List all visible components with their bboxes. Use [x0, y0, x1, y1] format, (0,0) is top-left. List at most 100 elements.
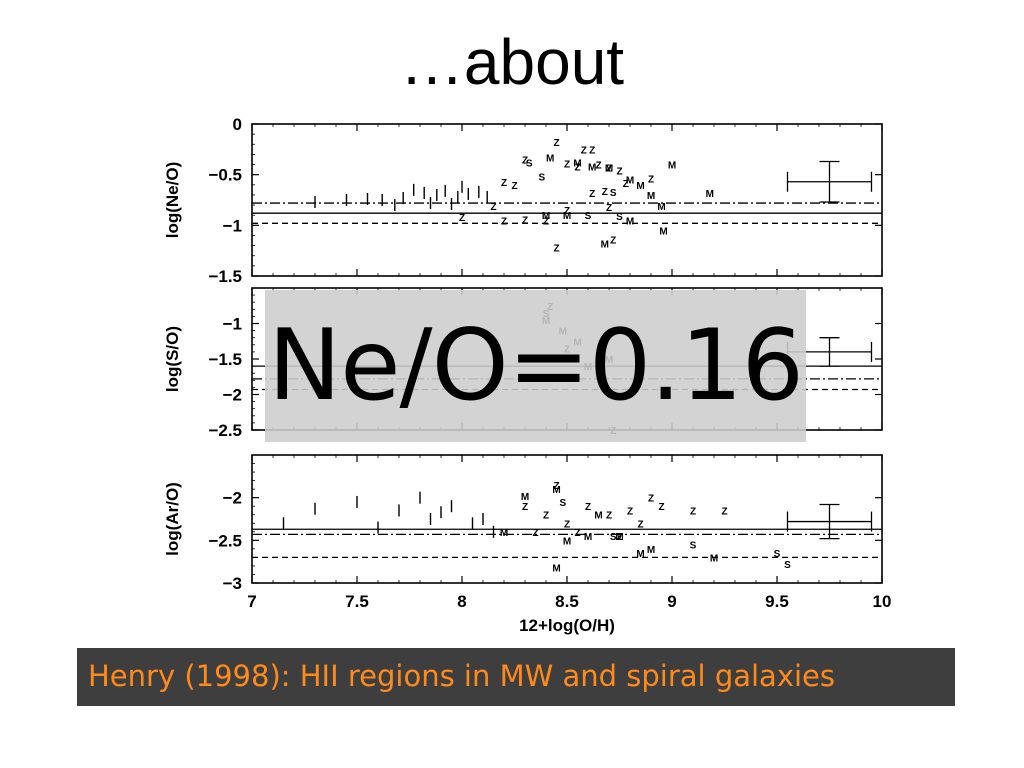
y-axis-label: log(Ar/O) [163, 482, 182, 556]
data-point-S: S [784, 560, 791, 571]
slide-title: …about [399, 26, 625, 98]
data-point-M: M [636, 181, 644, 192]
y-tick-label: −1 [223, 315, 242, 334]
data-point-Z: Z [501, 178, 507, 189]
data-point-Z: Z [574, 528, 580, 539]
data-point-Z: Z [553, 244, 559, 255]
data-point-M: M [573, 159, 581, 170]
data-point-Z: Z [585, 502, 591, 513]
y-axis-label: log(Ne/O) [163, 162, 182, 239]
y-axis-label: log(S/O) [163, 326, 182, 392]
data-point-S: S [616, 212, 623, 223]
data-point-M: M [563, 536, 571, 547]
data-point-M: M [542, 211, 550, 222]
x-tick-label: 7.5 [345, 592, 369, 611]
x-tick-label: 8 [457, 592, 466, 611]
data-point-Z: Z [623, 179, 629, 190]
data-point-Z: Z [522, 155, 528, 166]
data-point-M: M [615, 532, 623, 543]
data-point-M: M [584, 532, 592, 543]
data-point-M: M [659, 226, 667, 237]
y-tick-label: −1 [223, 216, 242, 235]
data-point-Z: Z [721, 506, 727, 517]
data-point-Z: Z [522, 502, 528, 513]
data-point-S: S [559, 498, 566, 509]
data-point-M: M [521, 492, 529, 503]
x-axis-label: 12+log(O/H) [519, 616, 615, 635]
x-tick-label: 10 [873, 592, 892, 611]
y-tick-label: −2.5 [208, 531, 242, 550]
data-point-S: S [690, 541, 697, 552]
data-point-M: M [546, 153, 554, 164]
data-point-Z: Z [627, 506, 633, 517]
data-point-Z: Z [564, 206, 570, 217]
data-point-M: M [647, 191, 655, 202]
y-tick-label: −2.5 [208, 421, 242, 440]
data-point-Z: Z [610, 236, 616, 247]
data-point-M: M [601, 240, 609, 251]
data-point-M: M [605, 164, 613, 175]
overlay-highlight-box [265, 290, 806, 442]
y-tick-label: −2 [223, 386, 242, 405]
data-point-S: S [526, 159, 533, 170]
data-point-M: M [552, 485, 560, 496]
y-tick-label: −1.5 [208, 350, 242, 369]
data-point-Z: Z [606, 164, 612, 175]
data-point-S: S [538, 173, 545, 184]
data-point-M: M [647, 545, 655, 556]
data-point-Z: Z [595, 161, 601, 172]
caption-text: Henry (1998): HII regions in MW and spir… [88, 659, 835, 693]
data-point-Z: Z [589, 145, 595, 156]
data-point-Z: Z [543, 511, 549, 522]
y-tick-label: −1.5 [208, 267, 242, 286]
data-point-Z: Z [490, 202, 496, 213]
data-point-Z: Z [581, 145, 587, 156]
data-point-M: M [552, 564, 560, 575]
data-point-M: M [500, 528, 508, 539]
data-point-Z: Z [648, 494, 654, 505]
data-point-S: S [610, 532, 617, 543]
x-tick-label: 8.5 [555, 592, 579, 611]
data-point-Z: Z [690, 506, 696, 517]
x-tick-label: 9 [667, 592, 676, 611]
data-point-S: S [774, 549, 781, 560]
data-point-Z: Z [511, 181, 517, 192]
y-tick-label: −3 [223, 574, 242, 593]
data-point-Z: Z [616, 532, 622, 543]
data-point-Z: Z [501, 216, 507, 227]
data-point-Z: Z [574, 163, 580, 174]
data-point-M: M [657, 202, 665, 213]
y-tick-label: 0 [233, 115, 242, 134]
y-tick-label: −2 [223, 489, 242, 508]
data-point-Z: Z [606, 203, 612, 214]
data-point-Z: Z [648, 175, 654, 186]
data-point-S: S [610, 188, 617, 199]
data-point-S: S [585, 211, 592, 222]
data-point-M: M [626, 216, 634, 227]
data-point-Z: Z [637, 519, 643, 530]
y-tick-label: −0.5 [208, 166, 242, 185]
data-point-Z: Z [553, 481, 559, 492]
data-point-Z: Z [564, 160, 570, 171]
data-point-Z: Z [616, 167, 622, 178]
data-point-Z: Z [553, 138, 559, 149]
data-point-Z: Z [543, 216, 549, 227]
data-point-M: M [706, 189, 714, 200]
data-point-Z: Z [658, 502, 664, 513]
data-point-M: M [563, 211, 571, 222]
data-point-M: M [668, 161, 676, 172]
data-point-Z: Z [564, 519, 570, 530]
data-point-Z: Z [606, 511, 612, 522]
data-point-Z: Z [532, 528, 538, 539]
x-tick-label: 7 [247, 592, 256, 611]
x-tick-label: 9.5 [765, 592, 789, 611]
data-point-Z: Z [459, 213, 465, 224]
overlay-ratio-label: Ne/O=0.16 [267, 309, 804, 423]
data-point-M: M [710, 553, 718, 564]
data-point-Z: Z [602, 187, 608, 198]
data-point-M: M [626, 176, 634, 187]
data-point-M: M [588, 163, 596, 174]
data-point-M: M [594, 511, 602, 522]
